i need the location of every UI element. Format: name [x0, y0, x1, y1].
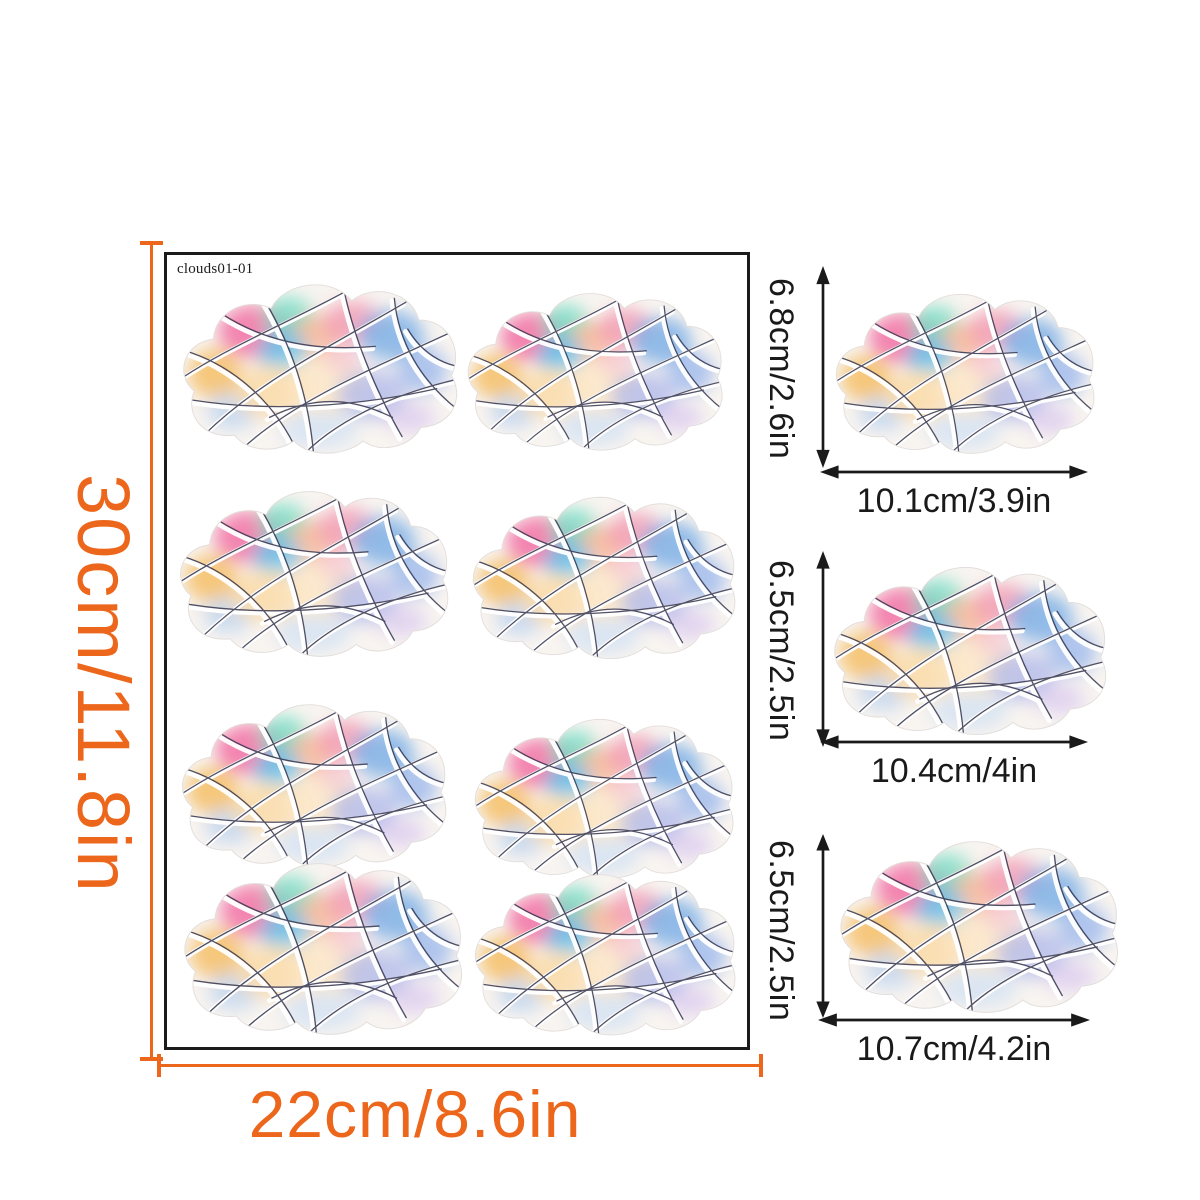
- sheet-height-dimension-cap: [140, 1057, 163, 1061]
- cloud-sticker-image: [826, 556, 1112, 742]
- sheet-width-label: 22cm/8.6in: [248, 1077, 582, 1151]
- height-arrow-icon: [814, 551, 832, 747]
- sticker-sheet: clouds01-01: [164, 252, 750, 1050]
- sheet-sku-label: clouds01-01: [177, 261, 254, 277]
- cloud-sticker-image: [172, 471, 454, 673]
- sheet-width-dimension-cap: [157, 1054, 161, 1077]
- sheet-height-dimension-line: [150, 243, 153, 1059]
- sheet-width-dimension-cap: [759, 1054, 763, 1077]
- callout-height-label: 6.5cm/2.5in: [762, 840, 800, 1022]
- width-arrow-icon: [818, 1011, 1090, 1028]
- callout-width-label: 10.7cm/4.2in: [856, 1030, 1052, 1068]
- sheet-height-label: 30cm/11.8in: [62, 474, 145, 894]
- sheet-width-dimension-line: [159, 1064, 761, 1067]
- height-arrow-icon: [814, 266, 832, 468]
- cloud-sticker-image: [175, 267, 463, 467]
- cloud-sticker-image: [828, 282, 1100, 462]
- callout-height-label: 6.8cm/2.6in: [762, 278, 800, 460]
- cloud-sticker-image: [467, 857, 741, 1049]
- callout-width-label: 10.1cm/3.9in: [856, 482, 1052, 520]
- sheet-height-dimension-cap: [140, 241, 163, 245]
- cloud-sticker-image: [465, 477, 741, 675]
- cloud-sticker-image: [832, 830, 1124, 1020]
- height-arrow-icon: [814, 834, 832, 1018]
- callout-width-label: 10.4cm/4in: [870, 752, 1038, 790]
- cloud-sticker-image: [176, 847, 468, 1047]
- callout-height-label: 6.5cm/2.5in: [762, 560, 800, 742]
- width-arrow-icon: [820, 733, 1088, 751]
- width-arrow-icon: [820, 464, 1088, 480]
- cloud-sticker-image: [460, 279, 728, 461]
